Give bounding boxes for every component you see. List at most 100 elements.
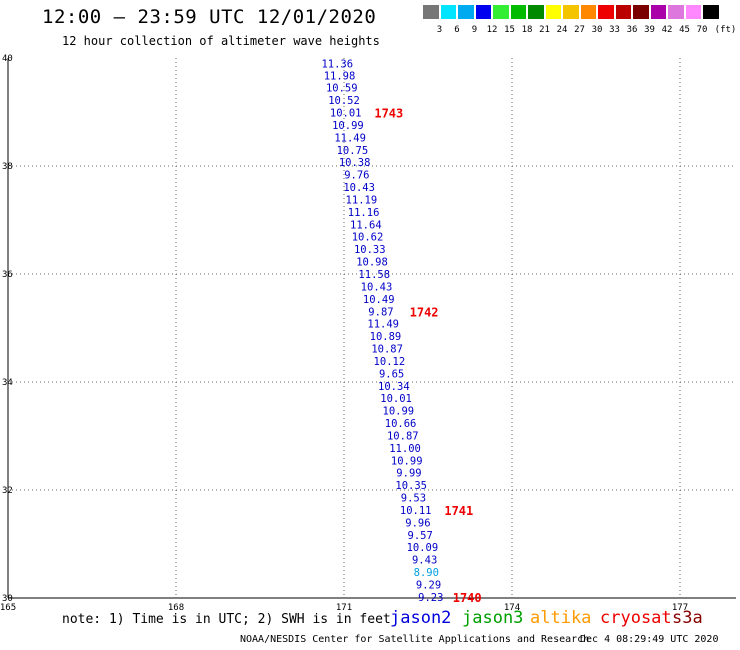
color-scale-label: 42: [661, 25, 673, 35]
color-scale-swatch: [614, 4, 632, 20]
color-scale-swatch: [579, 4, 597, 20]
swh-value-label: 10.99: [383, 406, 415, 418]
x-tick-label: 168: [168, 603, 184, 613]
swh-value-label: 8.90: [414, 567, 439, 579]
color-scale-label: 9: [471, 25, 478, 35]
color-scale-label: 6: [454, 25, 460, 35]
y-tick-label: 38: [2, 162, 13, 172]
swh-value-label: 10.62: [352, 232, 384, 244]
color-scale-label: 24: [556, 25, 568, 35]
chart-title: 12:00 – 23:59 UTC 12/01/2020: [42, 6, 377, 28]
satellite-legend-cryosat: cryosat: [600, 608, 672, 628]
color-scale-swatch: [509, 4, 527, 20]
swh-value-label: 10.09: [407, 542, 439, 554]
swh-value-label: 10.38: [339, 157, 371, 169]
swh-value-label: 10.01: [330, 108, 362, 120]
color-scale-label: 70: [696, 25, 708, 35]
credit-line: NOAA/NESDIS Center for Satellite Applica…: [240, 634, 590, 645]
y-tick-label: 34: [2, 378, 13, 388]
x-tick-label: 174: [504, 603, 520, 613]
x-tick-label: 165: [0, 603, 16, 613]
color-scale-swatch: [562, 4, 580, 20]
swh-value-label: 10.11: [400, 505, 432, 517]
swh-value-label: 10.98: [356, 257, 388, 269]
color-scale-label: 36: [626, 25, 638, 35]
swh-value-label: 9.23: [418, 592, 443, 604]
color-scale-label: 45: [679, 25, 690, 35]
color-scale-swatch: [439, 4, 457, 20]
swh-value-label: 10.49: [363, 294, 395, 306]
swh-value-label: 9.96: [405, 517, 430, 529]
color-scale-label: 15: [504, 25, 515, 35]
color-scale-swatch: [702, 4, 720, 20]
swh-value-label: 10.89: [370, 331, 402, 343]
time-label: 1741: [444, 504, 473, 518]
swh-value-label: 10.34: [378, 381, 410, 393]
swh-value-label: 11.16: [348, 207, 380, 219]
y-tick-label: 36: [2, 270, 13, 280]
color-scale-swatch: [684, 4, 702, 20]
color-scale-swatch: [632, 4, 650, 20]
color-scale-swatch: [649, 4, 667, 20]
swh-value-label: 9.29: [416, 580, 441, 592]
swh-value-label: 10.99: [391, 455, 423, 467]
color-scale-swatch: [474, 4, 492, 20]
color-scale-label: 3: [436, 25, 443, 35]
satellite-legend-jason2: jason2: [390, 608, 452, 628]
swh-value-label: 11.49: [367, 319, 399, 331]
time-label: 1743: [374, 107, 403, 121]
swh-value-label: 10.59: [326, 83, 358, 95]
footnote: note: 1) Time is in UTC; 2) SWH is in fe…: [62, 612, 391, 627]
swh-value-label: 9.87: [368, 306, 393, 318]
swh-value-label: 11.98: [324, 70, 356, 82]
wave-height-color-scale: 3 6 9 12 15 18 21 24 27 30 33 36 39 42 45 70 (ft): [422, 4, 736, 35]
y-tick-label: 30: [2, 594, 13, 604]
swh-value-label: 9.65: [379, 368, 404, 380]
swh-value-label: 10.99: [332, 120, 364, 132]
time-label: 1742: [410, 305, 439, 319]
swh-value-label: 10.52: [328, 95, 360, 107]
swh-value-label: 10.35: [395, 480, 427, 492]
color-scale-label: 30: [591, 25, 603, 35]
swh-value-label: 11.49: [334, 132, 366, 144]
satellite-legend-s3a: s3a: [672, 608, 703, 628]
swh-value-label: 11.00: [389, 443, 421, 455]
x-tick-label: 171: [336, 603, 352, 613]
color-scale-swatch: [457, 4, 475, 20]
swh-value-label: 10.01: [380, 393, 412, 405]
generated-timestamp: Dec 4 08:29:49 UTC 2020: [580, 634, 719, 645]
swh-value-label: 9.53: [401, 493, 426, 505]
swh-value-label: 10.87: [371, 344, 403, 356]
y-tick-label: 40: [2, 54, 13, 64]
swh-value-label: 11.36: [321, 58, 353, 70]
swh-value-label: 10.87: [387, 430, 419, 442]
color-scale-label: 39: [644, 25, 655, 35]
color-scale-label: 33: [609, 25, 620, 35]
color-scale-swatch: [527, 4, 545, 20]
chart-subtitle: 12 hour collection of altimeter wave hei…: [62, 34, 380, 48]
swh-value-label: 9.43: [412, 555, 437, 567]
swh-value-label: 10.33: [354, 244, 386, 256]
swh-value-label: 10.43: [361, 281, 393, 293]
color-scale-swatch: [667, 4, 685, 20]
color-scale-label: 27: [574, 25, 585, 35]
swh-value-label: 11.64: [350, 219, 382, 231]
color-scale-swatch: [492, 4, 510, 20]
satellite-legend-jason3: jason3: [462, 608, 524, 628]
swh-value-label: 10.12: [374, 356, 406, 368]
swh-value-label: 10.66: [385, 418, 417, 430]
color-scale-label: 21: [539, 25, 550, 35]
swh-value-label: 11.19: [346, 194, 378, 206]
swh-value-label: 11.58: [358, 269, 390, 281]
time-label: 1740: [453, 591, 482, 605]
color-scale-label: 18: [521, 25, 533, 35]
swh-value-label: 9.76: [344, 170, 369, 182]
color-scale-swatch: [597, 4, 615, 20]
satellite-legend-altika: altika: [530, 608, 592, 628]
color-scale-swatch: [544, 4, 562, 20]
swh-value-label: 9.99: [396, 468, 421, 480]
color-scale-label: 12: [486, 25, 498, 35]
swh-value-label: 9.57: [408, 530, 433, 542]
color-scale-swatch: [422, 4, 440, 20]
color-scale-label: (ft): [714, 25, 737, 35]
